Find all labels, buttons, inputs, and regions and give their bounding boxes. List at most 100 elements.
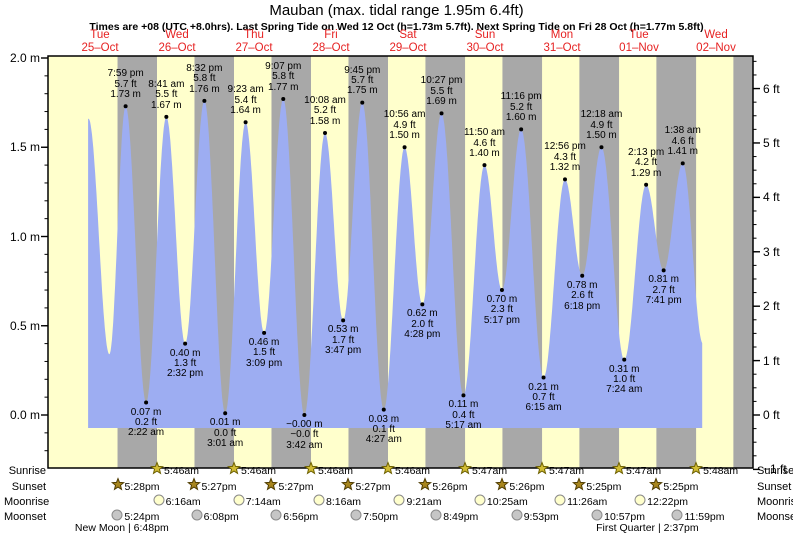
sunset-star-icon — [187, 476, 202, 496]
tide-point-dot — [680, 161, 685, 166]
y-axis-right-tick-label: 0 ft — [763, 408, 780, 422]
astro-row-label-moonrise-left: Moonrise — [4, 495, 50, 508]
tide-point-dot — [461, 393, 466, 398]
y-axis-left-tick-label: 0.5 m — [9, 318, 40, 333]
moonset-time: 5:24pm — [124, 510, 160, 523]
tide-point-dot — [243, 120, 248, 125]
day-label: Fri 28–Oct — [312, 29, 350, 54]
tide-point-dot — [183, 341, 188, 346]
high-tide-label: 12:18 am 4.9 ft 1.50 m — [580, 109, 623, 142]
moonset-circle-icon — [350, 508, 362, 526]
moonrise-circle-icon — [554, 493, 566, 511]
y-axis-right-tick-label: 4 ft — [763, 190, 780, 205]
moonrise-time: 10:25am — [486, 495, 528, 508]
moonset-circle-icon — [270, 508, 282, 526]
sunset-time: 5:27pm — [278, 480, 314, 493]
sunrise-time: 5:47am — [626, 465, 662, 477]
sunset-star-icon — [264, 476, 279, 496]
sunset-star-icon — [110, 476, 125, 496]
day-label: Sat 29–Oct — [389, 29, 427, 54]
sunset-star-icon — [341, 476, 356, 496]
sunrise-time: 5:47am — [549, 465, 585, 477]
moonset-circle-icon — [111, 508, 123, 526]
moonrise-circle-icon — [313, 493, 325, 511]
tide-point-dot — [262, 330, 267, 335]
moonrise-time: 8:16am — [326, 495, 362, 508]
tide-point-dot — [599, 145, 604, 150]
moonset-circle-icon — [671, 508, 683, 526]
moonset-time: 11:59pm — [684, 510, 725, 523]
tide-point-dot — [123, 104, 128, 109]
low-tide-label: 0.78 m 2.6 ft 6:18 pm — [564, 279, 601, 312]
day-label: Tue 01–Nov — [619, 29, 659, 54]
moonrise-time: 11:26am — [567, 495, 608, 508]
sunrise-time: 5:46am — [395, 465, 431, 477]
sunset-star-icon — [572, 476, 587, 496]
day-label: Tue 25–Oct — [81, 29, 119, 54]
high-tide-label: 11:16 pm 5.2 ft 1.60 m — [500, 91, 542, 124]
low-tide-label: 0.40 m 1.3 ft 2:32 pm — [167, 347, 204, 380]
moonset-circle-icon — [430, 508, 442, 526]
low-tide-label: 0.31 m 1.0 ft 7:24 am — [606, 363, 643, 396]
moonrise-circle-icon — [153, 493, 165, 511]
high-tide-label: 8:32 pm 5.8 ft 1.76 m — [186, 62, 223, 95]
moonset-time: 6:08pm — [203, 510, 239, 523]
sunrise-star-icon — [535, 461, 550, 481]
low-tide-label: 0.53 m 1.7 ft 3:47 pm — [325, 324, 362, 357]
sunrise-star-icon — [303, 461, 319, 481]
moonrise-time: 7:14am — [245, 495, 281, 508]
moonrise-time: 12:22pm — [647, 495, 689, 508]
sunrise-time: 5:46am — [318, 465, 354, 477]
moonrise-circle-icon — [634, 493, 646, 511]
day-label: Wed 26–Oct — [158, 29, 196, 54]
day-label: Sun 30–Oct — [466, 29, 504, 54]
astro-row-label-sunrise-left: Sunrise — [8, 465, 46, 477]
tide-point-dot — [420, 302, 425, 307]
page-title: Mauban (max. tidal range 1.95m 6.4ft) — [269, 2, 524, 19]
sunrise-star-icon — [380, 461, 396, 481]
moonset-time: 8:49pm — [443, 510, 479, 523]
tide-point-dot — [580, 273, 585, 278]
moonset-circle-icon — [511, 508, 523, 526]
moonset-circle-icon — [191, 508, 203, 526]
sunrise-star-icon — [149, 461, 165, 481]
high-tide-label: 9:23 am 5.4 ft 1.64 m — [227, 84, 264, 117]
astro-row-label-sunrise-right: Sunrise — [757, 465, 793, 477]
low-tide-label: 0.21 m 0.7 ft 6:15 am — [525, 381, 562, 414]
low-tide-label: 0.70 m 2.3 ft 5:17 pm — [483, 294, 521, 326]
moonrise-circle-icon — [474, 493, 486, 511]
tide-point-dot — [644, 182, 649, 187]
y-axis-left-tick-label: 2.0 m — [9, 51, 40, 65]
tide-point-dot — [164, 114, 169, 119]
high-tide-label: 12:56 pm 4.3 ft 1.32 m — [544, 141, 586, 174]
tide-point-dot — [562, 177, 567, 182]
moonrise-time: 9:21am — [406, 495, 442, 508]
low-tide-label: 0.01 m 0.0 ft 3:01 am — [207, 417, 244, 450]
tide-point-dot — [144, 400, 149, 405]
day-label: Mon 31–Oct — [543, 29, 581, 54]
y-axis-right-tick-label: 2 ft — [763, 299, 780, 314]
sunrise-time: 5:48am — [703, 465, 739, 477]
y-axis-right-tick-label: −1 ft — [763, 462, 787, 477]
high-tide-label: 9:07 pm 5.8 ft 1.77 m — [265, 61, 302, 93]
tide-point-dot — [519, 127, 524, 132]
sunset-time: 5:27pm — [355, 480, 391, 493]
sunset-time: 5:27pm — [201, 480, 237, 493]
y-axis-right-tick-label: 6 ft — [763, 81, 780, 96]
tide-point-dot — [499, 288, 504, 293]
sunset-star-icon — [418, 476, 433, 496]
sunset-time: 5:25pm — [586, 480, 622, 493]
high-tide-label: 2:13 pm 4.2 ft 1.29 m — [628, 146, 665, 179]
low-tide-label: 0.81 m 2.7 ft 7:41 pm — [645, 274, 682, 307]
moonrise-time: 6:16am — [165, 495, 201, 508]
sunrise-time: 5:46am — [164, 465, 200, 477]
y-axis-right-tick-label: 3 ft — [763, 244, 780, 259]
moonrise-circle-icon — [233, 493, 245, 511]
tide-point-dot — [341, 318, 346, 323]
tide-point-dot — [323, 130, 328, 135]
sunset-time: 5:25pm — [663, 480, 699, 493]
high-tide-label: 10:27 pm 5.5 ft 1.69 m — [420, 75, 463, 108]
tide-point-dot — [281, 97, 286, 102]
high-tide-label: 10:56 am 4.9 ft 1.50 m — [383, 109, 426, 142]
